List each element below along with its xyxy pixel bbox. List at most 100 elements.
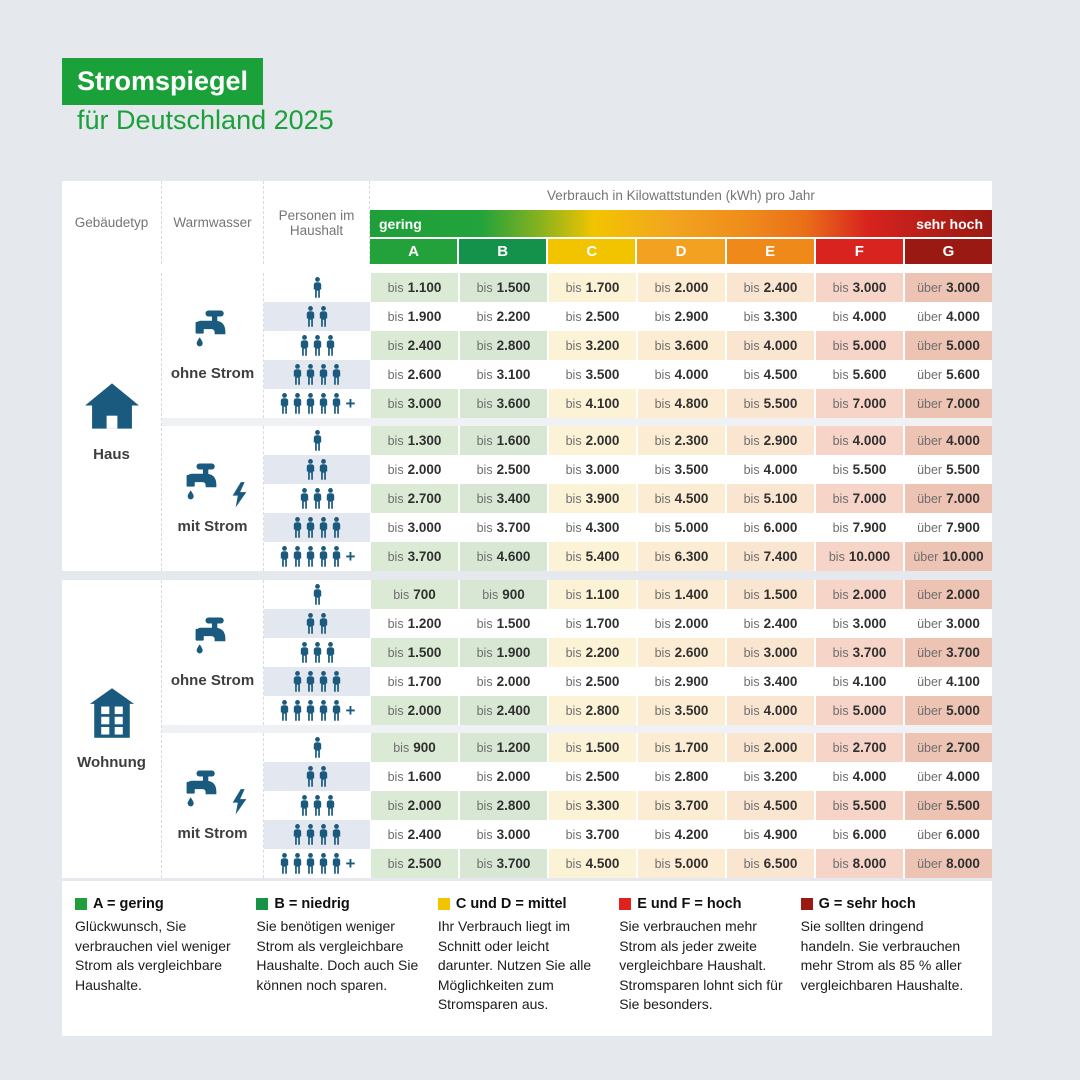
consumption-cell: bis 5.500 (816, 455, 903, 484)
consumption-prefix: bis (832, 462, 849, 477)
consumption-cell: bis 4.000 (727, 455, 814, 484)
legend-item: C und D = mittel Ihr Verbrauch liegt im … (437, 896, 619, 1015)
consumption-value: 2.000 (852, 587, 887, 602)
consumption-value: 2.500 (585, 674, 620, 689)
consumption-value: 2.000 (674, 280, 709, 295)
consumption-cell: über 7.000 (905, 484, 992, 513)
subgroup-rows: bis 900 bis 1.200 bis 1.500 bis 1.700 bi… (264, 733, 992, 878)
consumption-cell: bis 4.000 (816, 302, 903, 331)
person-icon (292, 824, 303, 845)
consumption-prefix: bis (654, 856, 671, 871)
consumption-cell: bis 5.000 (638, 513, 725, 542)
consumption-cell: bis 6.500 (727, 849, 814, 878)
consumption-value: 2.400 (407, 827, 442, 842)
consumption-cell: bis 3.700 (816, 638, 903, 667)
consumption-cell: bis 3.700 (460, 513, 547, 542)
consumption-value: 2.400 (763, 616, 798, 631)
person-icon (305, 546, 316, 567)
consumption-prefix: bis (476, 491, 493, 506)
consumption-value: 5.500 (946, 462, 980, 477)
consumption-cell: bis 3.600 (638, 331, 725, 360)
warmwasser-subgroup: ohne Strom bis 1.100 bis 1.500 bis 1.700… (162, 273, 992, 418)
person-icon (318, 824, 329, 845)
class-letter: E (726, 239, 814, 264)
consumption-prefix: über (917, 309, 943, 324)
consumption-prefix: bis (476, 798, 493, 813)
person-icon (305, 824, 316, 845)
consumption-prefix: bis (565, 309, 582, 324)
consumption-prefix: bis (565, 769, 582, 784)
consumption-prefix: bis (832, 338, 849, 353)
consumption-cell: bis 3.300 (727, 302, 814, 331)
consumption-cell: bis 3.200 (727, 762, 814, 791)
consumption-value: 2.900 (763, 433, 798, 448)
consumption-cell: bis 1.200 (371, 609, 458, 638)
consumption-cell: bis 4.000 (816, 762, 903, 791)
class-letter: B (459, 239, 547, 264)
person-icon (305, 853, 316, 874)
consumption-cell: bis 1.100 (371, 273, 458, 302)
consumption-prefix: bis (832, 703, 849, 718)
consumption-prefix: bis (482, 587, 499, 602)
consumption-prefix: bis (743, 856, 760, 871)
consumption-prefix: bis (476, 338, 493, 353)
consumption-cell: bis 2.700 (371, 484, 458, 513)
consumption-value: 5.000 (852, 338, 887, 353)
consumption-cell: bis 2.000 (638, 609, 725, 638)
consumption-value: 2.000 (585, 433, 620, 448)
consumption-cell: über 5.500 (905, 455, 992, 484)
table-row: bis 3.000 bis 3.700 bis 4.300 bis 5.000 … (264, 513, 992, 542)
consumption-prefix: bis (393, 587, 410, 602)
consumption-prefix: bis (654, 645, 671, 660)
consumption-cell: bis 4.300 (549, 513, 636, 542)
consumption-cell: bis 2.400 (371, 820, 458, 849)
consumption-value: 5.000 (946, 703, 980, 718)
consumption-cell: bis 2.200 (460, 302, 547, 331)
warmwasser-subgroup: ohne Strom bis 700 bis 900 bis 1.100 bis… (162, 580, 992, 725)
consumption-cell: bis 2.000 (371, 696, 458, 725)
table-row: + bis 2.500 bis 3.700 bis 4.500 bis 5.00… (264, 849, 992, 878)
consumption-prefix: bis (832, 798, 849, 813)
consumption-value: 4.500 (585, 856, 620, 871)
consumption-value: 2.900 (674, 309, 709, 324)
consumption-prefix: bis (654, 549, 671, 564)
consumption-prefix: über (917, 520, 943, 535)
consumption-prefix: bis (476, 674, 493, 689)
consumption-cell: bis 4.500 (638, 484, 725, 513)
consumption-cell: bis 7.000 (816, 484, 903, 513)
consumption-value: 3.700 (585, 827, 620, 842)
consumption-prefix: bis (743, 309, 760, 324)
consumption-cell: bis 1.900 (460, 638, 547, 667)
consumption-value: 2.600 (674, 645, 709, 660)
consumption-cell: bis 7.400 (727, 542, 814, 571)
consumption-prefix: über (917, 740, 943, 755)
consumption-value: 1.100 (585, 587, 620, 602)
consumption-prefix: bis (654, 798, 671, 813)
consumption-value: 1.100 (407, 280, 442, 295)
consumption-cell: bis 3.000 (371, 389, 458, 418)
consumption-prefix: bis (476, 520, 493, 535)
consumption-prefix: bis (387, 645, 404, 660)
warmwasser-cell: mit Strom (162, 733, 264, 878)
consumption-value: 2.000 (407, 462, 442, 477)
table-row: bis 2.400 bis 2.800 bis 3.200 bis 3.600 … (264, 331, 992, 360)
consumption-cell: über 5.500 (905, 791, 992, 820)
consumption-cell: bis 3.300 (549, 791, 636, 820)
consumption-prefix: bis (387, 827, 404, 842)
consumption-prefix: über (917, 338, 943, 353)
building-label: Wohnung (77, 753, 146, 771)
legend-color-swatch (800, 898, 813, 910)
consumption-value: 2.600 (407, 367, 442, 382)
consumption-value: 2.800 (674, 769, 709, 784)
house-icon (84, 382, 140, 435)
consumption-cell: bis 2.500 (371, 849, 458, 878)
person-icon (318, 306, 329, 327)
table-row: bis 2.700 bis 3.400 bis 3.900 bis 4.500 … (264, 484, 992, 513)
consumption-cell: bis 2.800 (549, 696, 636, 725)
consumption-prefix: bis (654, 674, 671, 689)
consumption-prefix: bis (743, 491, 760, 506)
consumption-cell: bis 1.500 (727, 580, 814, 609)
consumption-cell: bis 2.800 (460, 791, 547, 820)
table-row: + bis 3.000 bis 3.600 bis 4.100 bis 4.80… (264, 389, 992, 418)
lightning-icon (232, 788, 247, 820)
